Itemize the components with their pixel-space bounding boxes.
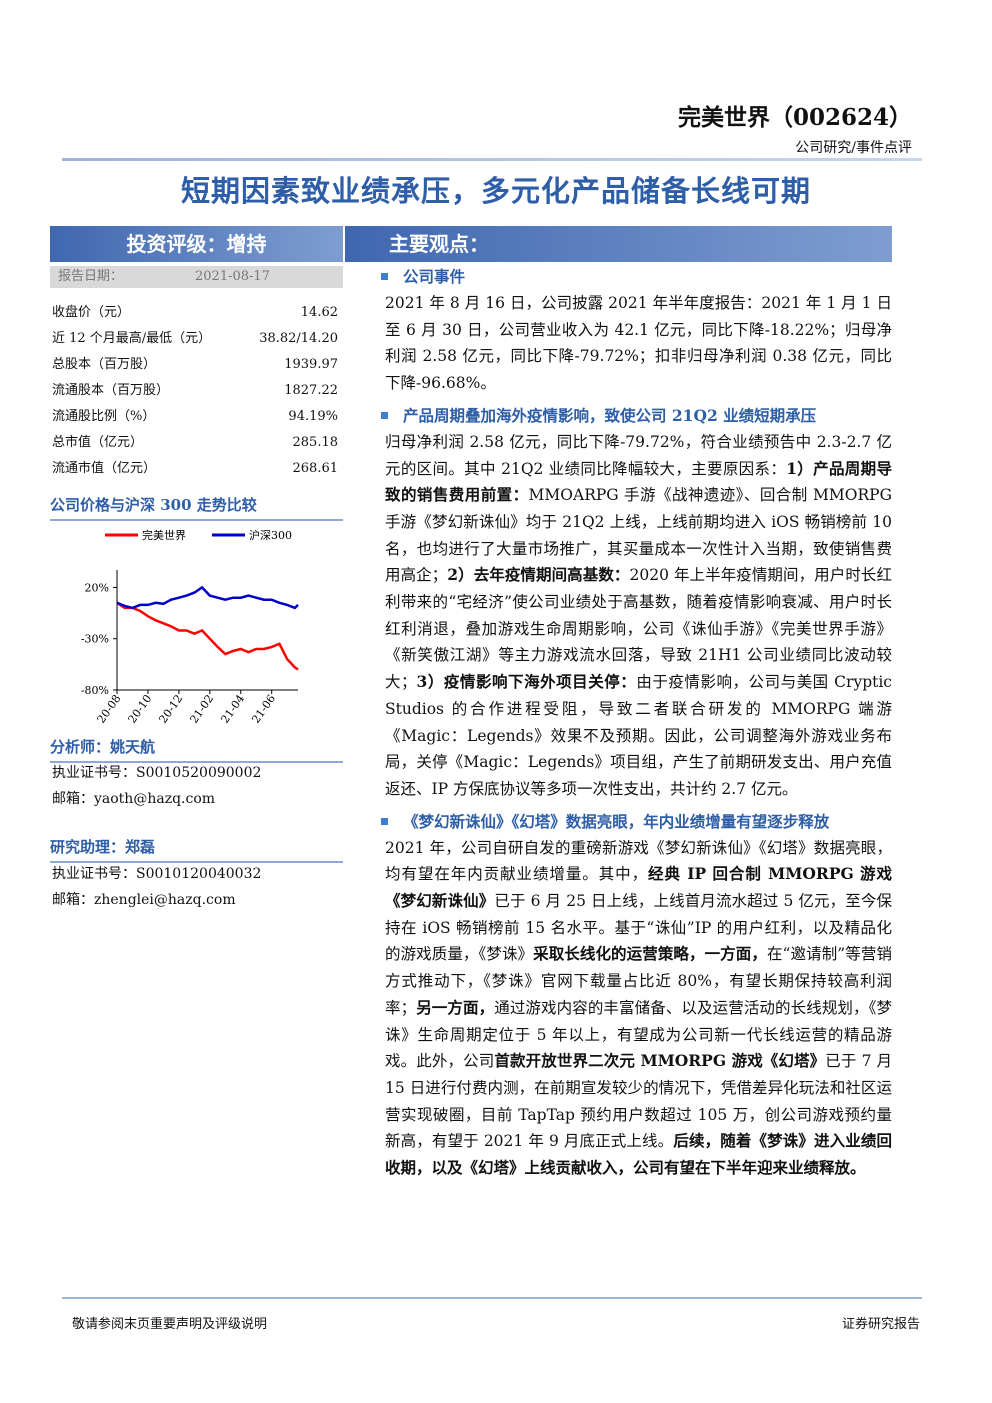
- stat-label: 流通股本（百万股）: [52, 383, 170, 398]
- stat-row: 收盘价（元） 14.62: [52, 300, 338, 326]
- email: 邮箱：zhenglei@hazq.com: [52, 892, 236, 908]
- stat-value: 1939.97: [284, 357, 338, 372]
- stat-label: 总市值（亿元）: [52, 435, 144, 450]
- y-tick-label: -80%: [81, 684, 109, 697]
- text: 2020 年上半年疫情期间，用户时长红利带来的“宅经济”使公司业绩处于高基数，随…: [385, 566, 892, 692]
- stat-row: 总市值（亿元） 285.18: [52, 430, 338, 456]
- assistant: 研究助理：郑磊: [50, 836, 343, 863]
- paragraph: 2021 年，公司自研自发的重磅新游戏《梦幻新诛仙》《幻塔》数据亮眼，均有望在年…: [385, 835, 892, 1182]
- text: 通过游戏内容的丰富储备、以及运营活动的长线规划，《梦诛》生命周期定位于 5 年以…: [385, 998, 892, 1071]
- main-heading: 主要观点：: [345, 226, 892, 262]
- bold-text: 首款开放世界二次元 MMORPG 游戏《幻塔》: [494, 1051, 826, 1071]
- x-tick-label: 21-06: [249, 692, 278, 725]
- x-tick-label: 20-08: [95, 692, 124, 725]
- section-heading: 公司事件: [377, 266, 892, 288]
- stats: 收盘价（元） 14.62 近 12 个月最高/最低（元） 38.82/14.20 总股本…: [52, 300, 338, 482]
- stat-value: 285.18: [292, 435, 339, 450]
- rating: 投资评级：增持: [50, 226, 343, 262]
- legend-label: 完美世界: [142, 528, 186, 542]
- company: 完美世界（002624）: [677, 104, 912, 131]
- stat-value: 38.82/14.20: [259, 331, 338, 346]
- text: MMOARPG 手游《战神遗迹》、回合制 MMORPG 手游《梦幻新诛仙》均于 …: [385, 486, 892, 585]
- text: 已于 6 月 25 日上线，上线首月流水超过 5 亿元，至今保持在 iOS 畅销…: [385, 892, 892, 964]
- text: 由于疫情影响，公司与美国 Cryptic Studios 的合作进程受阻，导致二…: [385, 673, 892, 798]
- chart-title: 公司价格与沪深 300 走势比较: [50, 494, 343, 521]
- paragraph: 2021 年 8 月 16 日，公司披露 2021 年半年度报告：2021 年 …: [385, 290, 892, 397]
- text: 2021 年 8 月 16 日，公司披露 2021 年半年度报告：2021 年 …: [385, 294, 892, 393]
- bold-text: 1）产品周期导致的销售费用前置：: [385, 458, 892, 505]
- assistant-info: 执业证书号：S0010120040032 邮箱：zhenglei@hazq.com: [52, 861, 261, 913]
- analyst-info: 执业证书号：S0010520090002 邮箱：yaoth@hazq.com: [52, 760, 261, 812]
- y-tick-label: 20%: [85, 581, 109, 594]
- text: 2021 年，公司自研自发的重磅新游戏《梦幻新诛仙》《幻塔》数据亮眼，均有望在年…: [385, 838, 892, 884]
- stat-value: 14.62: [300, 305, 338, 320]
- stat-value: 1827.22: [284, 383, 338, 398]
- date-label: 报告日期：: [58, 269, 124, 284]
- date-value: 2021-08-17: [195, 269, 270, 284]
- bold-text: 2）去年疫情期间高基数：: [447, 565, 630, 585]
- stat-row: 流通市值（亿元） 268.61: [52, 456, 338, 482]
- text: 归母净利润 2.58 亿元，同比下降-79.72%，符合业绩预告中 2.3-2.…: [385, 432, 892, 478]
- license: 执业证书号：S0010120040032: [52, 866, 262, 882]
- stat-row: 流通股比例（%） 94.19%: [52, 404, 338, 430]
- x-tick-label: 20-10: [126, 692, 155, 725]
- x-tick-label: 20-12: [156, 692, 185, 725]
- series-line: [116, 601, 299, 671]
- report-date: 报告日期： 2021-08-17: [50, 266, 343, 288]
- stat-row: 流通股本（百万股） 1827.22: [52, 378, 338, 404]
- stat-label: 近 12 个月最高/最低（元）: [52, 331, 212, 346]
- stat-value: 94.19%: [288, 409, 338, 424]
- section-heading: 产品周期叠加海外疫情影响，致使公司 21Q2 业绩短期承压: [377, 405, 892, 427]
- section-heading: 《梦幻新诛仙》《幻塔》数据亮眼，年内业绩增量有望逐步释放: [377, 811, 892, 833]
- analyst: 分析师：姚天航: [50, 736, 343, 763]
- license: 执业证书号：S0010520090002: [52, 765, 262, 781]
- stat-row: 总股本（百万股） 1939.97: [52, 352, 338, 378]
- stat-row: 近 12 个月最高/最低（元） 38.82/14.20: [52, 326, 338, 352]
- x-tick-label: 21-02: [187, 692, 216, 725]
- stat-value: 268.61: [292, 461, 339, 476]
- main-body: 公司事件 2021 年 8 月 16 日，公司披露 2021 年半年度报告：202…: [377, 266, 892, 1190]
- footer-left: 敬请参阅末页重要声明及评级说明: [72, 1317, 268, 1332]
- category: 公司研究/事件点评: [795, 140, 912, 156]
- chart: 20% -30% -80%20-08 20-10 20-12 21-02 21-04 21-0…: [81, 528, 299, 725]
- paragraph: 归母净利润 2.58 亿元，同比下降-79.72%，符合业绩预告中 2.3-2.…: [385, 429, 892, 803]
- x-tick-label: 21-04: [218, 692, 247, 725]
- legend-label: 沪深300: [249, 528, 292, 542]
- text: 已于 7 月 15 日进行付费内测，在前期宣发较少的情况下，凭借差异化玩法和社区…: [385, 1052, 892, 1151]
- y-tick-label: -30%: [81, 633, 109, 646]
- email: 邮箱：yaoth@hazq.com: [52, 791, 216, 807]
- stat-label: 流通股比例（%）: [52, 409, 156, 424]
- text: 在“邀请制”等营销方式推动下，《梦诛》官网下载量占比近 80%，有望长期保持较高…: [385, 945, 892, 1017]
- divider: [62, 1297, 922, 1299]
- series-line: [116, 585, 299, 610]
- stat-label: 总股本（百万股）: [52, 357, 157, 372]
- divider: [62, 158, 922, 161]
- bold-text: 经典 IP 回合制 MMORPG 游戏《梦幻新诛仙》: [385, 864, 892, 911]
- bold-text: 采取长线化的运营策略，一方面，: [533, 944, 767, 964]
- footer-right: 证券研究报告: [841, 1317, 920, 1332]
- stat-label: 流通市值（亿元）: [52, 461, 157, 476]
- bold-text: 后续，随着《梦诛》进入业绩回收期，以及《幻塔》上线贡献收入，公司有望在下半年迎来…: [385, 1131, 892, 1178]
- stat-label: 收盘价（元）: [52, 305, 131, 320]
- bold-text: 另一方面，: [416, 997, 495, 1017]
- bold-text: 3）疫情影响下海外项目关停：: [416, 672, 637, 692]
- title: 短期因素致业绩承压，多元化产品储备长线可期: [180, 174, 811, 208]
